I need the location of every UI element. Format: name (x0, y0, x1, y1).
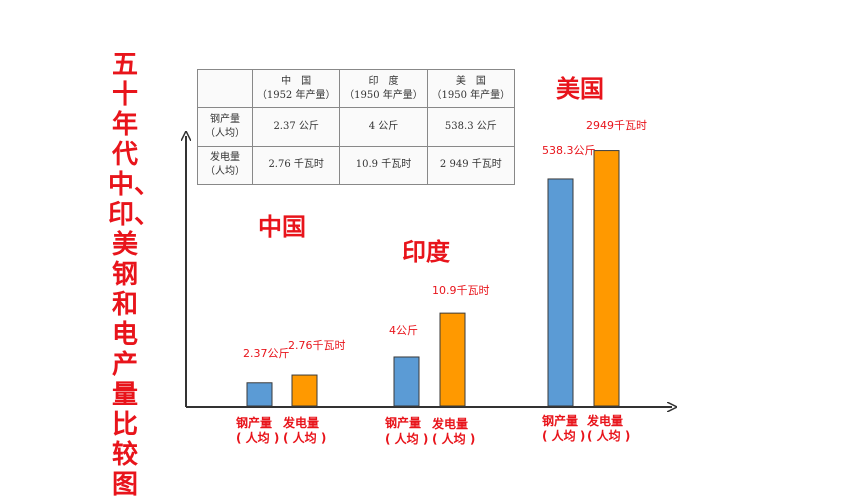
steel-bar (393, 356, 420, 407)
table-header-cell: 美 国 （1950 年产量） (426, 68, 516, 109)
series-label: 钢产量 (542, 413, 578, 428)
table-cell: 2 949 千瓦时 (426, 145, 516, 186)
series-label: ( 人均 ) (587, 428, 630, 443)
bar-value-label: 2.37公斤 (243, 347, 290, 360)
table-cell: 10.9 千瓦时 (339, 145, 428, 186)
series-label: 钢产量 (385, 415, 421, 430)
bar-value-label: 2949千瓦时 (586, 119, 647, 132)
table-header-cell: 印 度 （1950 年产量） (339, 68, 428, 109)
table-cell: 2.37 公斤 (251, 107, 341, 147)
table-row: 发电量 （人均） 2.76 千瓦时 10.9 千瓦时 2 949 千瓦时 (197, 145, 516, 186)
table-header-cell: 中 国 （1952 年产量） (251, 68, 341, 109)
table-cell: 发电量 （人均） (197, 145, 253, 186)
series-label: 发电量 (586, 413, 623, 428)
table-header-cell (197, 68, 253, 109)
category-label: 印度 (402, 238, 451, 266)
category-label: 美国 (556, 75, 604, 103)
table-cell: 538.3 公斤 (426, 107, 516, 147)
series-label: ( 人均 ) (542, 428, 585, 443)
series-label: 发电量 (282, 415, 319, 430)
steel-bar (246, 382, 273, 407)
bar-value-label: 2.76千瓦时 (288, 339, 346, 352)
category-label: 中国 (258, 213, 306, 241)
steel-bar (547, 178, 574, 407)
series-label: 发电量 (431, 416, 468, 431)
bar-value-label: 10.9千瓦时 (432, 284, 490, 297)
series-label: ( 人均 ) (385, 431, 428, 446)
table-cell: 2.76 千瓦时 (251, 145, 341, 186)
electricity-bar (593, 150, 620, 407)
series-label: ( 人均 ) (236, 430, 279, 445)
electricity-bar (439, 312, 466, 407)
table-cell: 4 公斤 (339, 107, 428, 147)
table-row: 钢产量 （人均） 2.37 公斤 4 公斤 538.3 公斤 (197, 107, 516, 147)
table-header-row: 中 国 （1952 年产量） 印 度 （1950 年产量） 美 国 （1950 … (197, 68, 516, 109)
electricity-bar (291, 374, 318, 407)
series-label: ( 人均 ) (432, 431, 475, 446)
bar-value-label: 4公斤 (389, 324, 418, 337)
data-reference-table: 中 国 （1952 年产量） 印 度 （1950 年产量） 美 国 （1950 … (197, 68, 516, 186)
bar-value-label: 538.3公斤 (542, 144, 596, 157)
series-label: 钢产量 (236, 415, 272, 430)
series-label: ( 人均 ) (283, 430, 326, 445)
